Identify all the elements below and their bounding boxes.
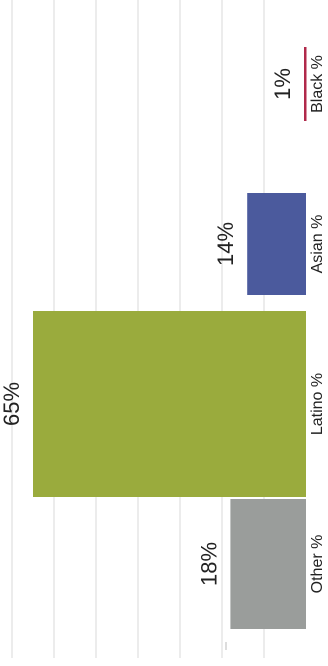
value-labels: 18% 65% 14% 1% (0, 68, 295, 586)
bar (247, 193, 306, 295)
bars (33, 47, 307, 629)
value-label: 1% (270, 68, 295, 100)
category-label: Asian % (309, 215, 326, 274)
category-label: Other % (309, 535, 326, 594)
category-label: Black % (309, 55, 326, 113)
value-label: 65% (0, 382, 24, 426)
category-label: Latino % (309, 373, 326, 435)
bar (304, 47, 307, 121)
category-labels: Other % Latino % Asian % Black % (309, 55, 326, 593)
value-label: 14% (213, 222, 238, 266)
bar (33, 311, 306, 497)
bar (230, 499, 306, 629)
value-label: 18% (196, 542, 221, 586)
